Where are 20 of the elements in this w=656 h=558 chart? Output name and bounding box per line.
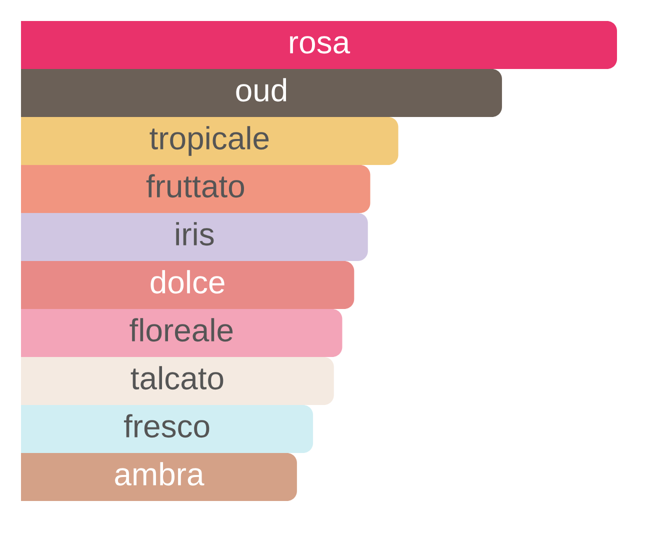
bar xyxy=(21,309,342,357)
y-tick-label: oud xyxy=(236,78,286,102)
bar xyxy=(21,261,354,309)
y-tick-label: fruttato xyxy=(146,174,244,198)
bar xyxy=(21,117,398,165)
y-tick-label: tropicale xyxy=(150,126,269,156)
y-tick-label: rosa xyxy=(290,36,350,54)
bar xyxy=(21,165,370,213)
y-tick-label: fresco xyxy=(124,414,210,438)
y-tick-label: ambra xyxy=(115,462,204,486)
bar xyxy=(21,453,297,501)
y-tick-label: dolce xyxy=(150,270,224,294)
bar xyxy=(21,357,334,405)
bar xyxy=(21,69,502,117)
y-tick-label: floreale xyxy=(130,318,233,342)
bar xyxy=(21,213,368,261)
y-tick-label: iris xyxy=(176,222,214,246)
y-tick-label: talcato xyxy=(130,366,224,390)
bar xyxy=(21,21,617,69)
bar xyxy=(21,405,314,453)
